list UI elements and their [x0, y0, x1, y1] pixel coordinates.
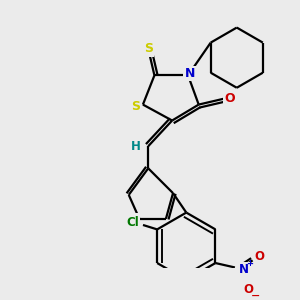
Text: O: O: [127, 214, 138, 227]
Text: Cl: Cl: [126, 216, 139, 229]
Text: O: O: [224, 92, 235, 105]
Text: S: S: [131, 100, 140, 113]
Text: N: N: [184, 67, 195, 80]
Text: O: O: [255, 250, 265, 263]
Text: O: O: [243, 283, 253, 296]
Text: S: S: [144, 42, 153, 55]
Text: −: −: [250, 291, 260, 300]
Text: +: +: [247, 259, 254, 268]
Text: N: N: [239, 263, 249, 276]
Text: H: H: [131, 140, 141, 153]
